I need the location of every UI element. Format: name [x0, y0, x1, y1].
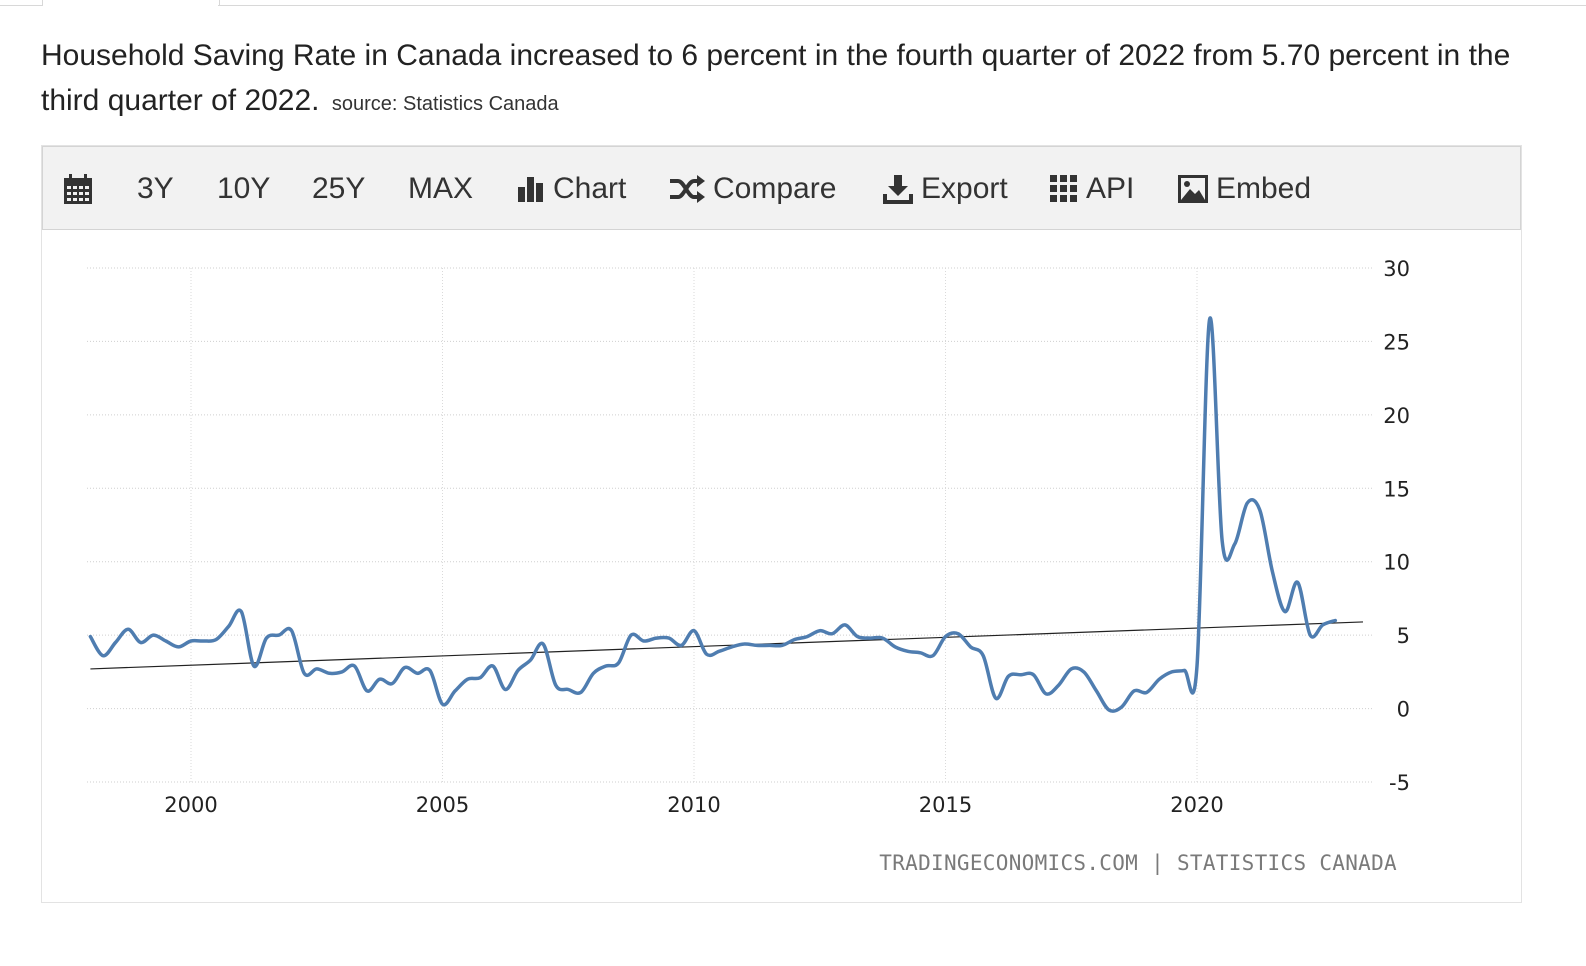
y-tick-label: 30	[1383, 257, 1410, 281]
y-tick-label: 15	[1383, 477, 1410, 501]
active-tab[interactable]	[42, 0, 220, 6]
saving-rate-line	[88, 316, 1338, 713]
chart-credit: TRADINGECONOMICS.COM | STATISTICS CANADA	[879, 851, 1397, 875]
tab-strip-rule	[218, 5, 1586, 6]
export-label: Export	[921, 172, 1008, 205]
series-layer	[88, 316, 1338, 713]
bar-chart-icon	[517, 175, 545, 203]
source-note: source: Statistics Canada	[331, 93, 559, 115]
compare-button[interactable]: Compare	[669, 147, 836, 231]
grid-icon	[1050, 175, 1078, 203]
embed-label: Embed	[1216, 172, 1312, 205]
calendar-button[interactable]	[63, 147, 93, 231]
chart-grid	[87, 267, 1372, 783]
trend-layer	[90, 621, 1364, 670]
x-tick-label: 2015	[919, 793, 972, 817]
description-text: Household Saving Rate in Canada increase…	[41, 39, 1511, 117]
y-tick-label: 0	[1397, 698, 1410, 722]
trend-line	[90, 621, 1364, 670]
embed-button[interactable]: Embed	[1178, 147, 1311, 231]
chart-widget	[41, 145, 1522, 903]
y-tick-label: -5	[1389, 771, 1410, 795]
shuffle-icon	[669, 175, 705, 203]
export-button[interactable]: Export	[883, 147, 1008, 231]
chart-toolbar: 3Y 10Y 25Y MAX Chart Compare	[42, 146, 1521, 230]
api-label: API	[1086, 172, 1135, 205]
x-tick-label: 2000	[164, 793, 217, 817]
api-button[interactable]: API	[1050, 147, 1134, 231]
x-tick-label: 2020	[1170, 793, 1223, 817]
image-icon	[1178, 175, 1208, 203]
x-tick-label: 2010	[667, 793, 720, 817]
range-max-button[interactable]: MAX	[408, 172, 474, 205]
range-3y-button[interactable]: 3Y	[137, 172, 174, 205]
x-axis-labels: 2000 2005 2010 2015 2020	[164, 793, 1223, 817]
compare-label: Compare	[713, 172, 837, 205]
x-tick-label: 2005	[416, 793, 469, 817]
tab-strip-rule	[0, 5, 42, 6]
y-axis-labels: 30 25 20 15 10 5 0 -5	[1383, 257, 1410, 795]
calendar-icon	[63, 173, 93, 205]
y-tick-label: 10	[1383, 551, 1410, 575]
y-tick-label: 25	[1383, 330, 1410, 354]
chart-type-button[interactable]: Chart	[517, 147, 626, 231]
y-tick-label: 5	[1397, 624, 1410, 648]
range-10y-button[interactable]: 10Y	[217, 172, 271, 205]
range-25y-button[interactable]: 25Y	[312, 172, 366, 205]
chart-label: Chart	[553, 172, 627, 205]
download-icon	[883, 174, 913, 204]
chart-description: Household Saving Rate in Canada increase…	[41, 33, 1541, 127]
y-tick-label: 20	[1383, 404, 1410, 428]
